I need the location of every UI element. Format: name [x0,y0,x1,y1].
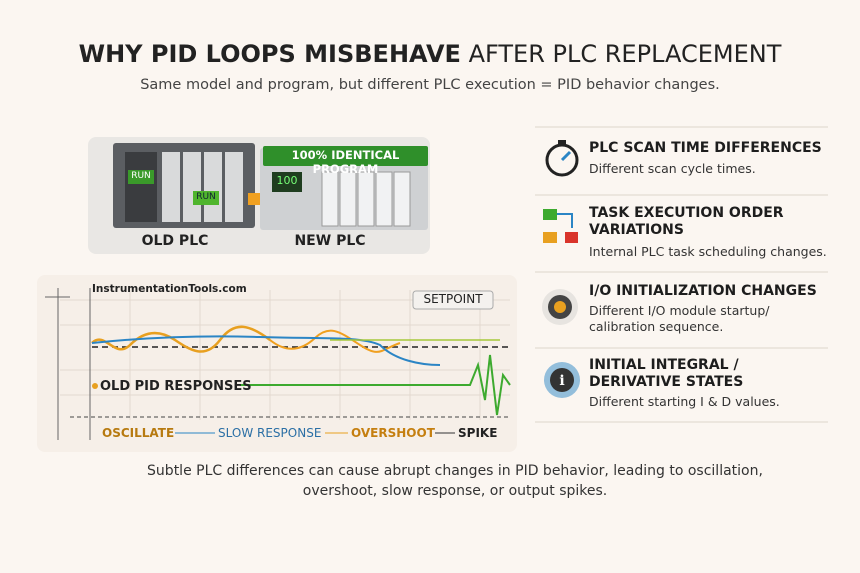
subtitle: Same model and program, but different PL… [140,77,720,93]
legend-label: SLOW RESPONSE [218,426,322,440]
responses-label: OLD PID RESPONSES [100,379,252,394]
title-rest: AFTER PLC REPLACEMENT [468,40,782,68]
cause-description: Different starting I & D values. [589,394,780,409]
icon-info: i [544,362,580,398]
setpoint-box [412,290,494,310]
new-display [272,172,302,192]
overshoot-curve [269,329,401,353]
cause-description: Internal PLC task scheduling changes. [589,244,827,259]
banner-text: 100% IDENTICAL PROGRAM [291,148,400,176]
run-button-label: RUN [196,192,216,202]
old-run-lamp [128,170,154,184]
footer: Subtle PLC differences can cause abrupt … [147,463,763,499]
cause-title: I/O INITIALIZATION CHANGES [589,283,817,299]
cause-title: PLC SCAN TIME DIFFERENCES [589,140,822,156]
cause-title: INITIAL INTEGRAL / DERIVATIVE STATES [589,357,744,390]
icon-gear [542,289,578,325]
cause-title: TASK EXECUTION ORDER VARIATIONS [589,205,784,238]
slow-response-curve [91,335,441,366]
setpoint-label: SETPOINT [423,292,483,306]
title: WHY PID LOOPS MISBEHAVE AFTER PLC REPLAC… [0,40,860,68]
cause-description: Different scan cycle times. [589,161,756,176]
old-plc-cpu [125,152,157,222]
icon-stopwatch [545,140,579,177]
graph-grid [60,290,510,420]
source: InstrumentationTools.com [92,283,247,295]
banner [263,146,428,166]
old-run-button [193,191,219,205]
spike-curve [240,354,511,416]
oscillate-curve [91,325,271,353]
legend-label: OVERSHOOT [351,426,435,440]
new-io-modules [321,171,411,227]
legend-label: OSCILLATE [102,426,175,440]
new-plc-label: NEW PLC [294,233,366,249]
run-label: RUN [131,171,151,181]
cause-description: Different I/O module startup/ calibratio… [589,303,770,334]
old-plc-label: OLD PLC [141,233,209,249]
separators [535,126,828,423]
display-value: 100 [276,174,298,187]
icon-tasks [543,209,578,243]
legend-dot [92,383,98,389]
svg-text:i: i [559,373,564,389]
graph-panel [37,275,517,452]
title-strong: WHY PID LOOPS MISBEHAVE [78,40,461,68]
legend-label: SPIKE [458,426,498,440]
